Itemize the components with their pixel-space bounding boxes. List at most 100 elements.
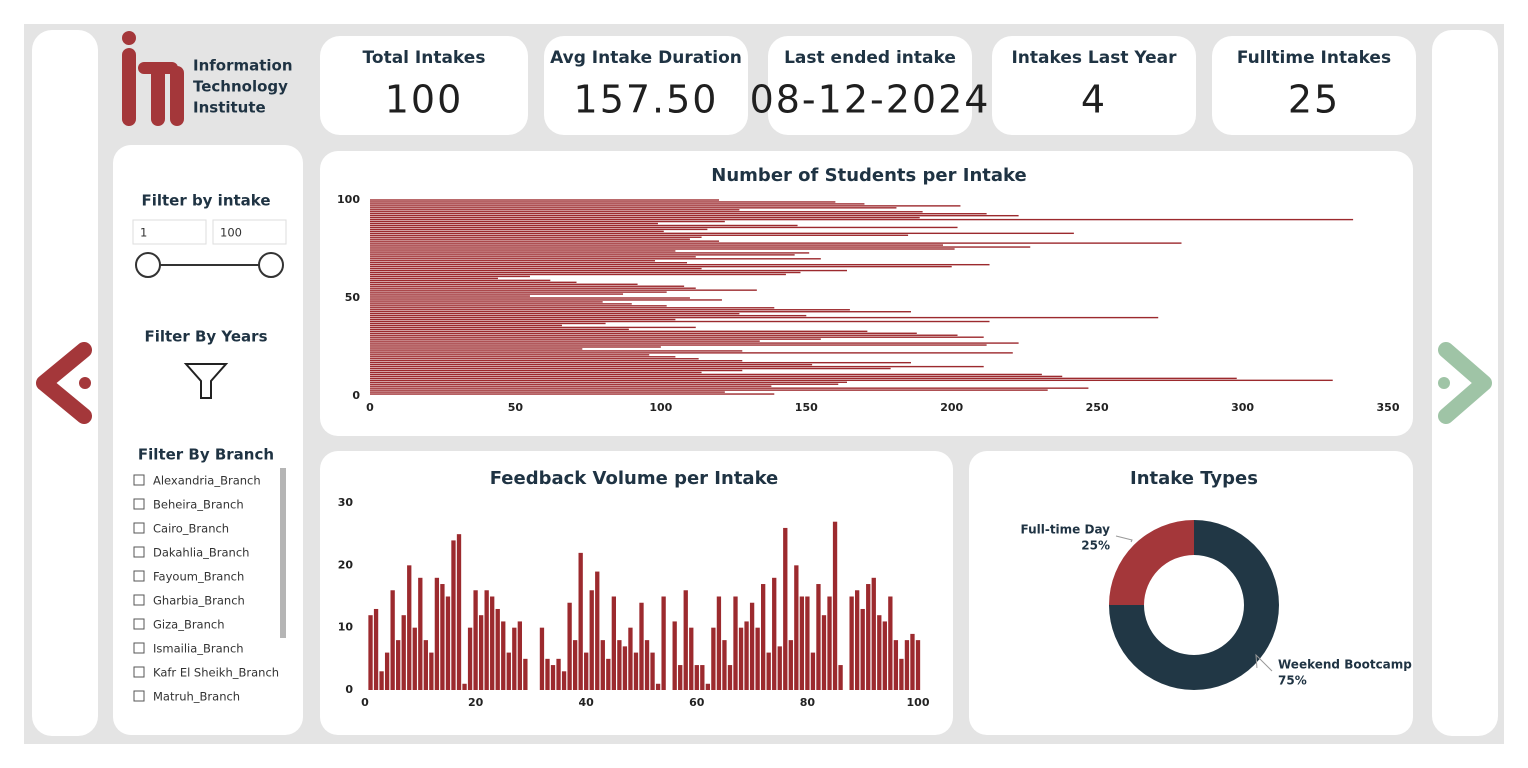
range-max: 100 [220, 226, 242, 240]
bar [370, 262, 688, 264]
bar [370, 377, 1237, 380]
bar [370, 354, 650, 356]
checkbox[interactable] [133, 522, 145, 534]
bar [888, 596, 893, 690]
next-arrow-dot[interactable] [1438, 377, 1450, 389]
bar [370, 305, 667, 307]
checkbox[interactable] [133, 618, 145, 630]
bar [678, 665, 683, 690]
bar [370, 220, 725, 223]
bar [370, 230, 664, 233]
bar [661, 596, 666, 690]
checkbox[interactable] [133, 594, 145, 606]
checkbox[interactable] [133, 474, 145, 486]
bar [429, 652, 434, 690]
bar [749, 602, 755, 690]
prev-arrow[interactable] [36, 342, 92, 424]
checkbox[interactable] [133, 666, 145, 678]
next-arrow[interactable] [1438, 342, 1492, 424]
bar [370, 218, 1354, 221]
bar [370, 356, 676, 358]
bar [370, 303, 632, 305]
bar [689, 627, 694, 690]
bar [370, 252, 810, 254]
bar [694, 665, 699, 690]
bar [904, 640, 910, 690]
bar [866, 584, 871, 690]
branch-label: Cairo_Branch [153, 522, 229, 536]
bar [370, 267, 702, 270]
bar [705, 683, 711, 690]
bar [370, 346, 661, 348]
kpi-value: 08-12-2024 [750, 78, 991, 122]
scrollbar[interactable] [280, 468, 286, 638]
bar [370, 314, 807, 317]
kpi-title: Fulltime Intakes [1237, 48, 1391, 68]
bar [370, 383, 839, 385]
bar [370, 246, 1031, 248]
x-tick-label: 150 [795, 401, 818, 414]
x-tick-label: 350 [1377, 401, 1400, 414]
bar [523, 658, 528, 690]
slider-handle[interactable] [258, 252, 284, 278]
x-tick-label: 200 [940, 401, 963, 414]
bar [370, 209, 740, 211]
filter-title: Filter by intake [141, 192, 270, 210]
bar [370, 263, 990, 266]
y-tick-label: 0 [352, 389, 360, 402]
bar [672, 621, 677, 690]
checkbox[interactable] [133, 546, 145, 558]
y-tick-label: 20 [338, 558, 354, 571]
bar [683, 590, 688, 690]
bar [370, 307, 775, 309]
bar [370, 211, 923, 213]
bar [370, 269, 848, 272]
range-input[interactable] [212, 219, 287, 245]
slice-value: 75% [1278, 674, 1307, 688]
kpi-value: 25 [1288, 78, 1340, 122]
bar [877, 615, 882, 690]
x-tick-label: 50 [508, 401, 524, 414]
bar [370, 214, 1019, 217]
range-min: 1 [140, 226, 147, 240]
bar [370, 393, 775, 395]
bar [545, 658, 550, 690]
bar [390, 590, 395, 690]
checkbox[interactable] [133, 690, 145, 702]
kpi-card [768, 36, 972, 135]
bar [827, 596, 832, 690]
bar [370, 352, 1013, 354]
bar [628, 627, 633, 690]
bar [849, 596, 854, 690]
bar [578, 552, 583, 690]
funnel-icon[interactable] [183, 363, 229, 399]
checkbox[interactable] [133, 498, 145, 510]
card [969, 451, 1413, 735]
x-tick-label: 100 [649, 401, 672, 414]
branch-label: Gharbia_Branch [153, 594, 245, 608]
bar [506, 652, 511, 690]
bar [766, 652, 771, 690]
bar [915, 640, 921, 690]
slider-handle[interactable] [135, 252, 161, 278]
kpi-card [992, 36, 1196, 135]
checkbox[interactable] [133, 570, 145, 582]
x-tick-label: 0 [366, 401, 374, 414]
prev-arrow-dot[interactable] [79, 377, 91, 389]
kpi-title: Avg Intake Duration [550, 48, 742, 68]
bar [517, 621, 522, 690]
bar [370, 287, 696, 289]
range-input[interactable] [132, 219, 207, 245]
bar [478, 615, 484, 690]
bar [370, 285, 685, 287]
bar [412, 627, 417, 690]
kpi-value: 4 [1081, 78, 1107, 122]
bar [456, 534, 462, 690]
bar [611, 596, 617, 690]
checkbox[interactable] [133, 642, 145, 654]
bar [561, 671, 567, 690]
bar [370, 265, 952, 268]
bar [838, 665, 843, 690]
slice-value: 25% [1081, 539, 1110, 553]
logo-shape [122, 31, 136, 45]
